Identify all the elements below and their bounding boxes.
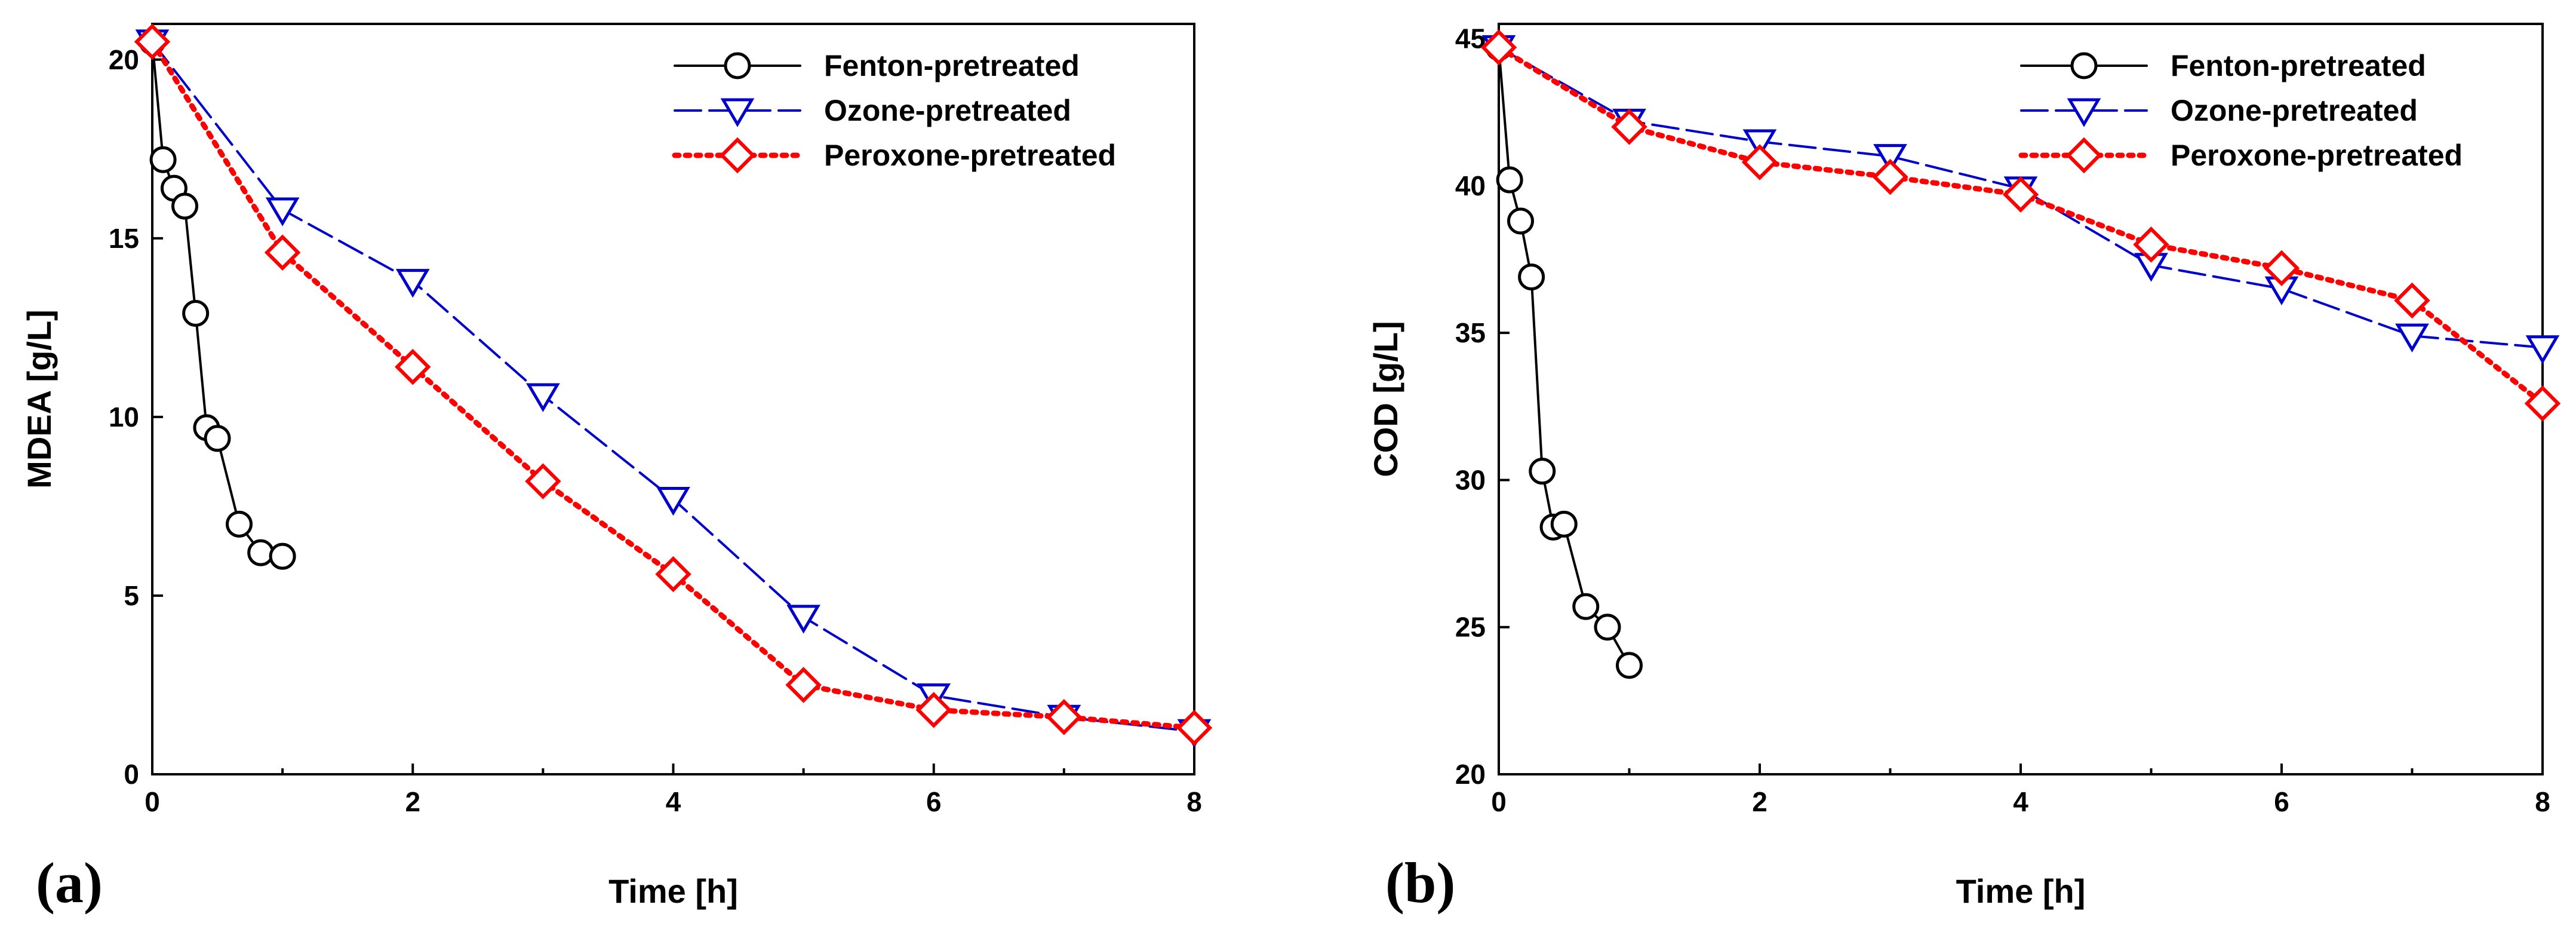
data-point bbox=[2263, 250, 2300, 287]
series-peroxone bbox=[1480, 29, 2561, 422]
legend-marker bbox=[724, 52, 751, 79]
data-point bbox=[182, 299, 210, 327]
legend-marker bbox=[2065, 137, 2102, 174]
legend-marker bbox=[2070, 52, 2098, 79]
data-point bbox=[2525, 335, 2560, 364]
data-point bbox=[395, 348, 431, 385]
data-point bbox=[134, 23, 171, 60]
data-point bbox=[149, 146, 177, 173]
data-point bbox=[1594, 614, 1621, 641]
y-tick-label: 20 bbox=[1455, 759, 1486, 790]
y-tick-label: 20 bbox=[109, 44, 139, 75]
x-tick-label: 4 bbox=[666, 786, 681, 817]
data-point bbox=[526, 383, 560, 412]
x-tick-label: 8 bbox=[1186, 786, 1202, 817]
y-tick-label: 30 bbox=[1455, 464, 1486, 495]
y-tick-label: 25 bbox=[1455, 612, 1486, 643]
x-tick-label: 6 bbox=[2274, 786, 2289, 817]
data-point bbox=[2002, 176, 2039, 213]
data-point bbox=[1873, 144, 1907, 173]
panel-label: (a) bbox=[36, 851, 103, 915]
legend-marker bbox=[2067, 98, 2101, 127]
data-point bbox=[2395, 323, 2429, 352]
y-tick-label: 5 bbox=[124, 580, 139, 611]
series-fenton bbox=[1485, 33, 1643, 679]
x-tick-label: 2 bbox=[1752, 786, 1767, 817]
chart-panel-b: 0 2 4 6 8 20 25 30 35 40 45 Time [h] COD [g/L] (b) Fen… bbox=[1367, 23, 2561, 915]
data-point bbox=[785, 667, 822, 703]
data-point bbox=[2394, 282, 2430, 319]
data-point bbox=[1480, 29, 1517, 66]
data-point bbox=[264, 234, 301, 271]
series-peroxone bbox=[134, 23, 1213, 746]
legend-marker bbox=[720, 98, 755, 127]
legend-label: Ozone-pretreated bbox=[2171, 94, 2418, 127]
x-tick-label: 4 bbox=[2013, 786, 2028, 817]
panel-label: (b) bbox=[1385, 851, 1455, 915]
data-point bbox=[1046, 699, 1083, 735]
legend-label: Ozone-pretreated bbox=[824, 94, 1071, 127]
x-tick-label: 0 bbox=[1491, 786, 1507, 817]
data-point bbox=[265, 197, 300, 226]
plot-frame bbox=[1498, 23, 2544, 775]
data-point bbox=[1741, 144, 1778, 180]
y-tick-label: 45 bbox=[1455, 23, 1486, 54]
data-point bbox=[915, 692, 952, 728]
data-point bbox=[656, 486, 690, 516]
data-point bbox=[1518, 263, 1545, 291]
data-point bbox=[1742, 129, 1777, 158]
data-point bbox=[1529, 458, 1556, 485]
data-point bbox=[525, 463, 561, 499]
data-point bbox=[225, 510, 253, 538]
chart-panel-a: 0 2 4 6 8 0 5 10 15 20 Time [h] MDEA [g/L] (a) Fenton… bbox=[20, 23, 1213, 915]
data-point bbox=[204, 425, 231, 452]
data-point bbox=[1176, 710, 1213, 746]
legend: Fenton-pretreated Ozone-pretreated Peroxon… bbox=[672, 49, 1116, 174]
data-point bbox=[1572, 593, 1600, 620]
data-point bbox=[1611, 109, 1647, 145]
series-line bbox=[151, 40, 284, 558]
y-tick-label: 0 bbox=[124, 759, 139, 790]
y-tick-label: 15 bbox=[109, 223, 139, 254]
x-tick-label: 6 bbox=[926, 786, 942, 817]
legend-label: Peroxone-pretreated bbox=[824, 139, 1116, 172]
legend: Fenton-pretreated Ozone-pretreated Peroxon… bbox=[2018, 49, 2463, 174]
data-point bbox=[2524, 385, 2561, 422]
series-fenton bbox=[139, 28, 296, 570]
x-tick-label: 2 bbox=[405, 786, 420, 817]
data-point bbox=[1550, 510, 1578, 538]
data-point bbox=[1616, 652, 1643, 679]
plot-frame bbox=[151, 23, 1195, 775]
data-point bbox=[1507, 207, 1534, 235]
legend-label: Peroxone-pretreated bbox=[2171, 139, 2463, 172]
series-line bbox=[1498, 46, 2544, 349]
data-point bbox=[395, 269, 430, 298]
data-point bbox=[655, 556, 691, 593]
y-tick-label: 10 bbox=[109, 401, 139, 433]
legend-label: Fenton-pretreated bbox=[824, 49, 1080, 82]
y-axis-title: COD [g/L] bbox=[1367, 321, 1404, 477]
data-point bbox=[247, 539, 275, 566]
data-point bbox=[171, 192, 199, 220]
data-point bbox=[1872, 158, 1908, 195]
data-point bbox=[2133, 226, 2169, 263]
x-tick-label: 0 bbox=[145, 786, 160, 817]
data-point bbox=[269, 542, 296, 570]
x-axis-title: Time [h] bbox=[608, 872, 738, 910]
y-axis-title: MDEA [g/L] bbox=[20, 309, 58, 489]
data-point bbox=[786, 605, 820, 634]
series-line bbox=[1498, 46, 1631, 667]
data-point bbox=[1496, 166, 1523, 194]
legend-label: Fenton-pretreated bbox=[2171, 49, 2426, 82]
y-tick-label: 35 bbox=[1455, 317, 1486, 348]
y-tick-label: 40 bbox=[1455, 170, 1486, 201]
legend-marker bbox=[719, 137, 756, 174]
x-axis-title: Time [h] bbox=[1956, 872, 2086, 910]
x-tick-label: 8 bbox=[2535, 786, 2550, 817]
